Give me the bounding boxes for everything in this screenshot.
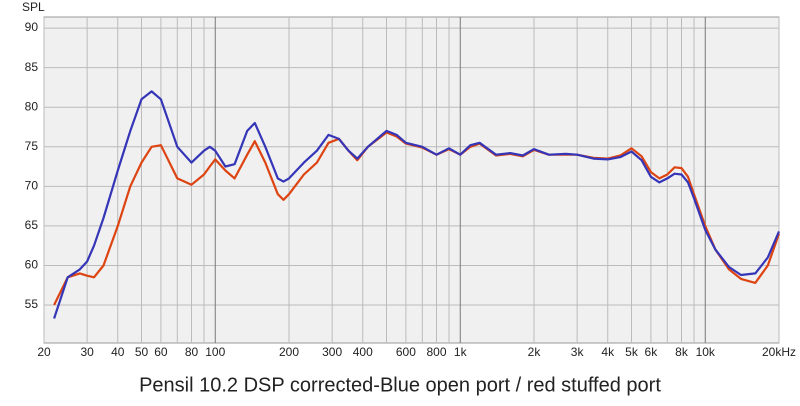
y-axis-label: SPL [22,0,45,14]
x-tick-label: 5k [625,345,639,359]
y-tick-label: 55 [25,297,39,311]
x-tick-label: 2k [528,345,542,359]
x-tick-label: 3k [571,345,585,359]
y-tick-label: 60 [25,258,39,272]
x-tick-label: 10k [696,345,716,359]
plot-area [43,16,780,344]
x-tick-label: 100 [205,345,225,359]
x-tick-label: 60 [154,345,168,359]
y-tick-label: 70 [25,179,39,193]
y-tick-label: 80 [25,99,39,113]
x-tick-label: 50 [135,345,149,359]
chart-title: Pensil 10.2 DSP corrected-Blue open port… [139,374,661,396]
x-tick-label: 8k [675,345,689,359]
x-tick-label: 4k [601,345,615,359]
x-tick-label: 6k [645,345,659,359]
x-tick-label: 40 [111,345,125,359]
x-tick-label: 20 [37,345,51,359]
x-tick-label: 80 [185,345,199,359]
y-tick-label: 75 [25,139,39,153]
x-tick-label: 1k [454,345,468,359]
x-tick-label: 600 [396,345,416,359]
y-tick-label: 90 [25,20,39,34]
series-line [53,90,781,319]
x-tick-label: 300 [322,345,342,359]
x-tick-label: 800 [426,345,446,359]
x-tick-label: 30 [80,345,94,359]
x-tick-label: 400 [353,345,373,359]
y-tick-label: 85 [25,60,39,74]
y-tick-label: 65 [25,218,39,232]
x-tick-label: 200 [279,345,299,359]
x-tick-label: 20kHz [762,345,796,359]
